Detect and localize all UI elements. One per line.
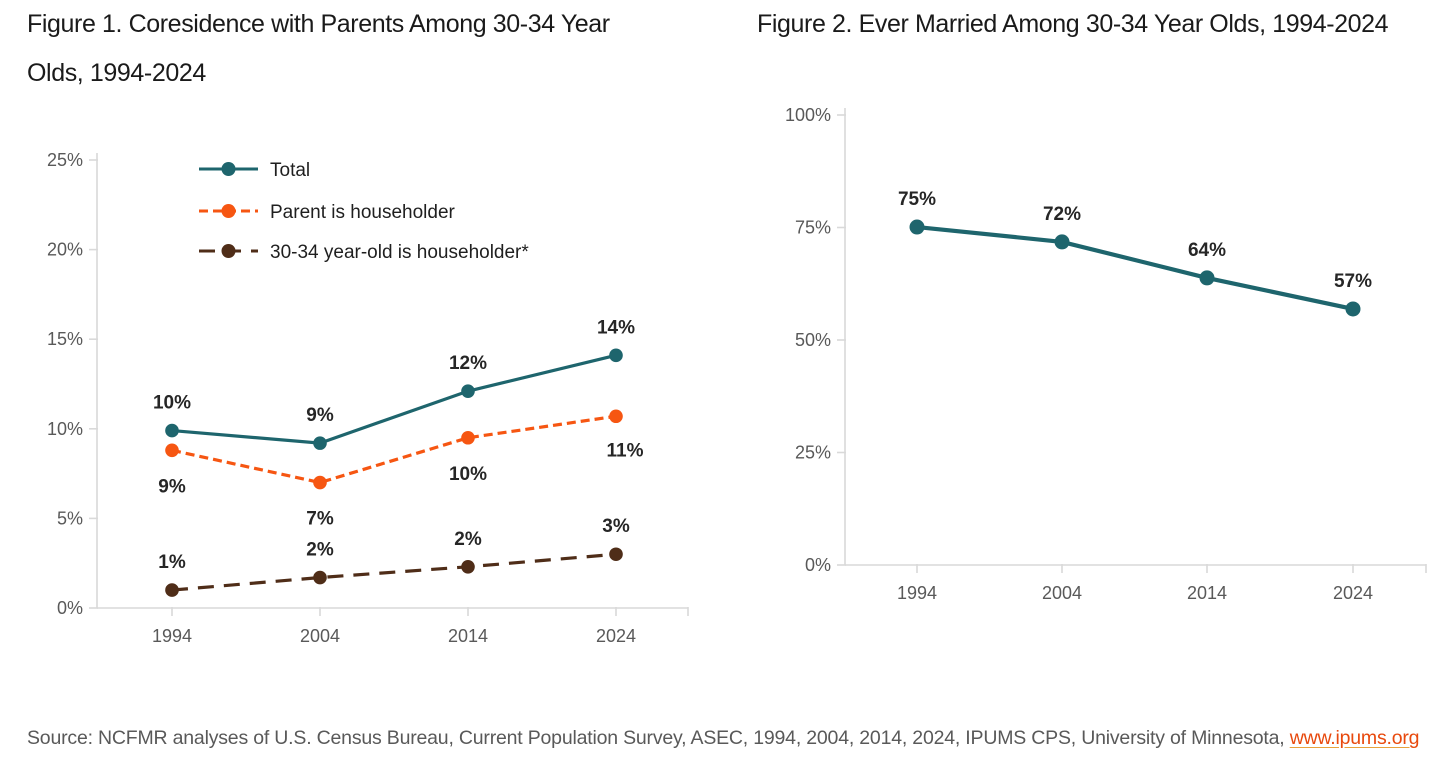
data-point [461,430,475,445]
data-point-label: 9% [306,405,334,426]
figure2-title-line1: Figure 2. Ever Married Among 30-34 Year … [757,10,1389,38]
figure1-title-line1: Figure 1. Coresidence with Parents Among… [27,10,610,38]
data-point [609,547,623,562]
x-tick-label: 1994 [897,583,937,603]
data-point [609,348,623,363]
y-tick-label: 10% [47,419,83,439]
y-tick-label: 100% [785,105,831,125]
legend-label: Total [270,160,310,181]
source-note: Source: NCFMR analyses of U.S. Census Bu… [27,727,1420,750]
data-point [1054,234,1070,250]
ipums-link[interactable]: www.ipums.org [1289,727,1420,749]
data-point [609,409,623,424]
data-point [165,423,179,438]
figure2-title: Figure 2. Ever Married Among 30-34 Year … [757,0,1389,49]
data-point-label: 11% [607,440,644,461]
x-tick-label: 2024 [1333,583,1373,603]
series-line-0 [916,224,1354,312]
x-tick-label: 2004 [1042,583,1082,603]
data-point-label: 1% [158,552,186,573]
data-point-label: 12% [449,353,487,374]
data-point [909,219,925,235]
data-point [313,570,327,585]
data-point-label: 64% [1188,240,1226,261]
figure1-title-line2: Olds, 1994-2024 [27,59,206,87]
y-tick-label: 25% [795,443,831,463]
source-text: Source: NCFMR analyses of U.S. Census Bu… [27,727,1290,749]
data-point-label: 9% [158,476,186,497]
data-point-label: 10% [449,464,487,485]
data-point [461,559,475,574]
y-tick-label: 50% [795,330,831,350]
figure1-chart: 0% 5% 10% 15% 20% 25% 1994 2004 2014 2024 10% 9% 12%… [47,150,689,646]
y-tick-label: 20% [47,240,83,260]
data-point [461,384,475,398]
y-tick-label: 0% [57,598,83,618]
data-point [1345,301,1361,317]
x-tick-label: 2014 [448,626,488,646]
data-point-label: 3% [602,516,630,537]
data-point [313,475,327,490]
y-tick-label: 15% [47,329,83,349]
data-point-label: 75% [898,189,936,210]
data-point [165,583,179,597]
x-tick-label: 2004 [300,626,340,646]
y-tick-label: 0% [805,555,831,575]
data-point [165,443,179,458]
x-tick-label: 2014 [1187,583,1227,603]
data-point-label: 10% [153,393,191,414]
legend-marker [221,244,236,258]
y-tick-label: 25% [47,150,83,170]
data-point [1199,270,1215,286]
figure1-title: Figure 1. Coresidence with Parents Among… [27,0,610,98]
x-tick-label: 1994 [152,626,192,646]
data-point-label: 72% [1043,204,1081,225]
data-point-label: 2% [454,529,482,550]
series-line-2 [171,552,617,592]
data-point [313,436,327,450]
legend-label: Parent is householder [270,202,456,223]
legend-label: 30-34 year-old is householder* [270,242,529,263]
legend-marker [221,162,236,176]
data-point-label: 7% [306,509,334,530]
data-point-label: 2% [306,540,334,561]
x-tick-label: 2024 [596,626,636,646]
legend-marker [221,204,236,218]
series-line-0 [171,353,617,445]
data-point-label: 57% [1334,271,1372,292]
figure2-chart: 0% 25% 50% 75% 100% 1994 2004 2014 2024 75% 72% 64%… [785,105,1427,603]
series-line-1 [171,414,617,485]
y-tick-label: 5% [57,508,83,528]
y-tick-label: 75% [795,218,831,238]
data-point-label: 14% [597,317,635,338]
